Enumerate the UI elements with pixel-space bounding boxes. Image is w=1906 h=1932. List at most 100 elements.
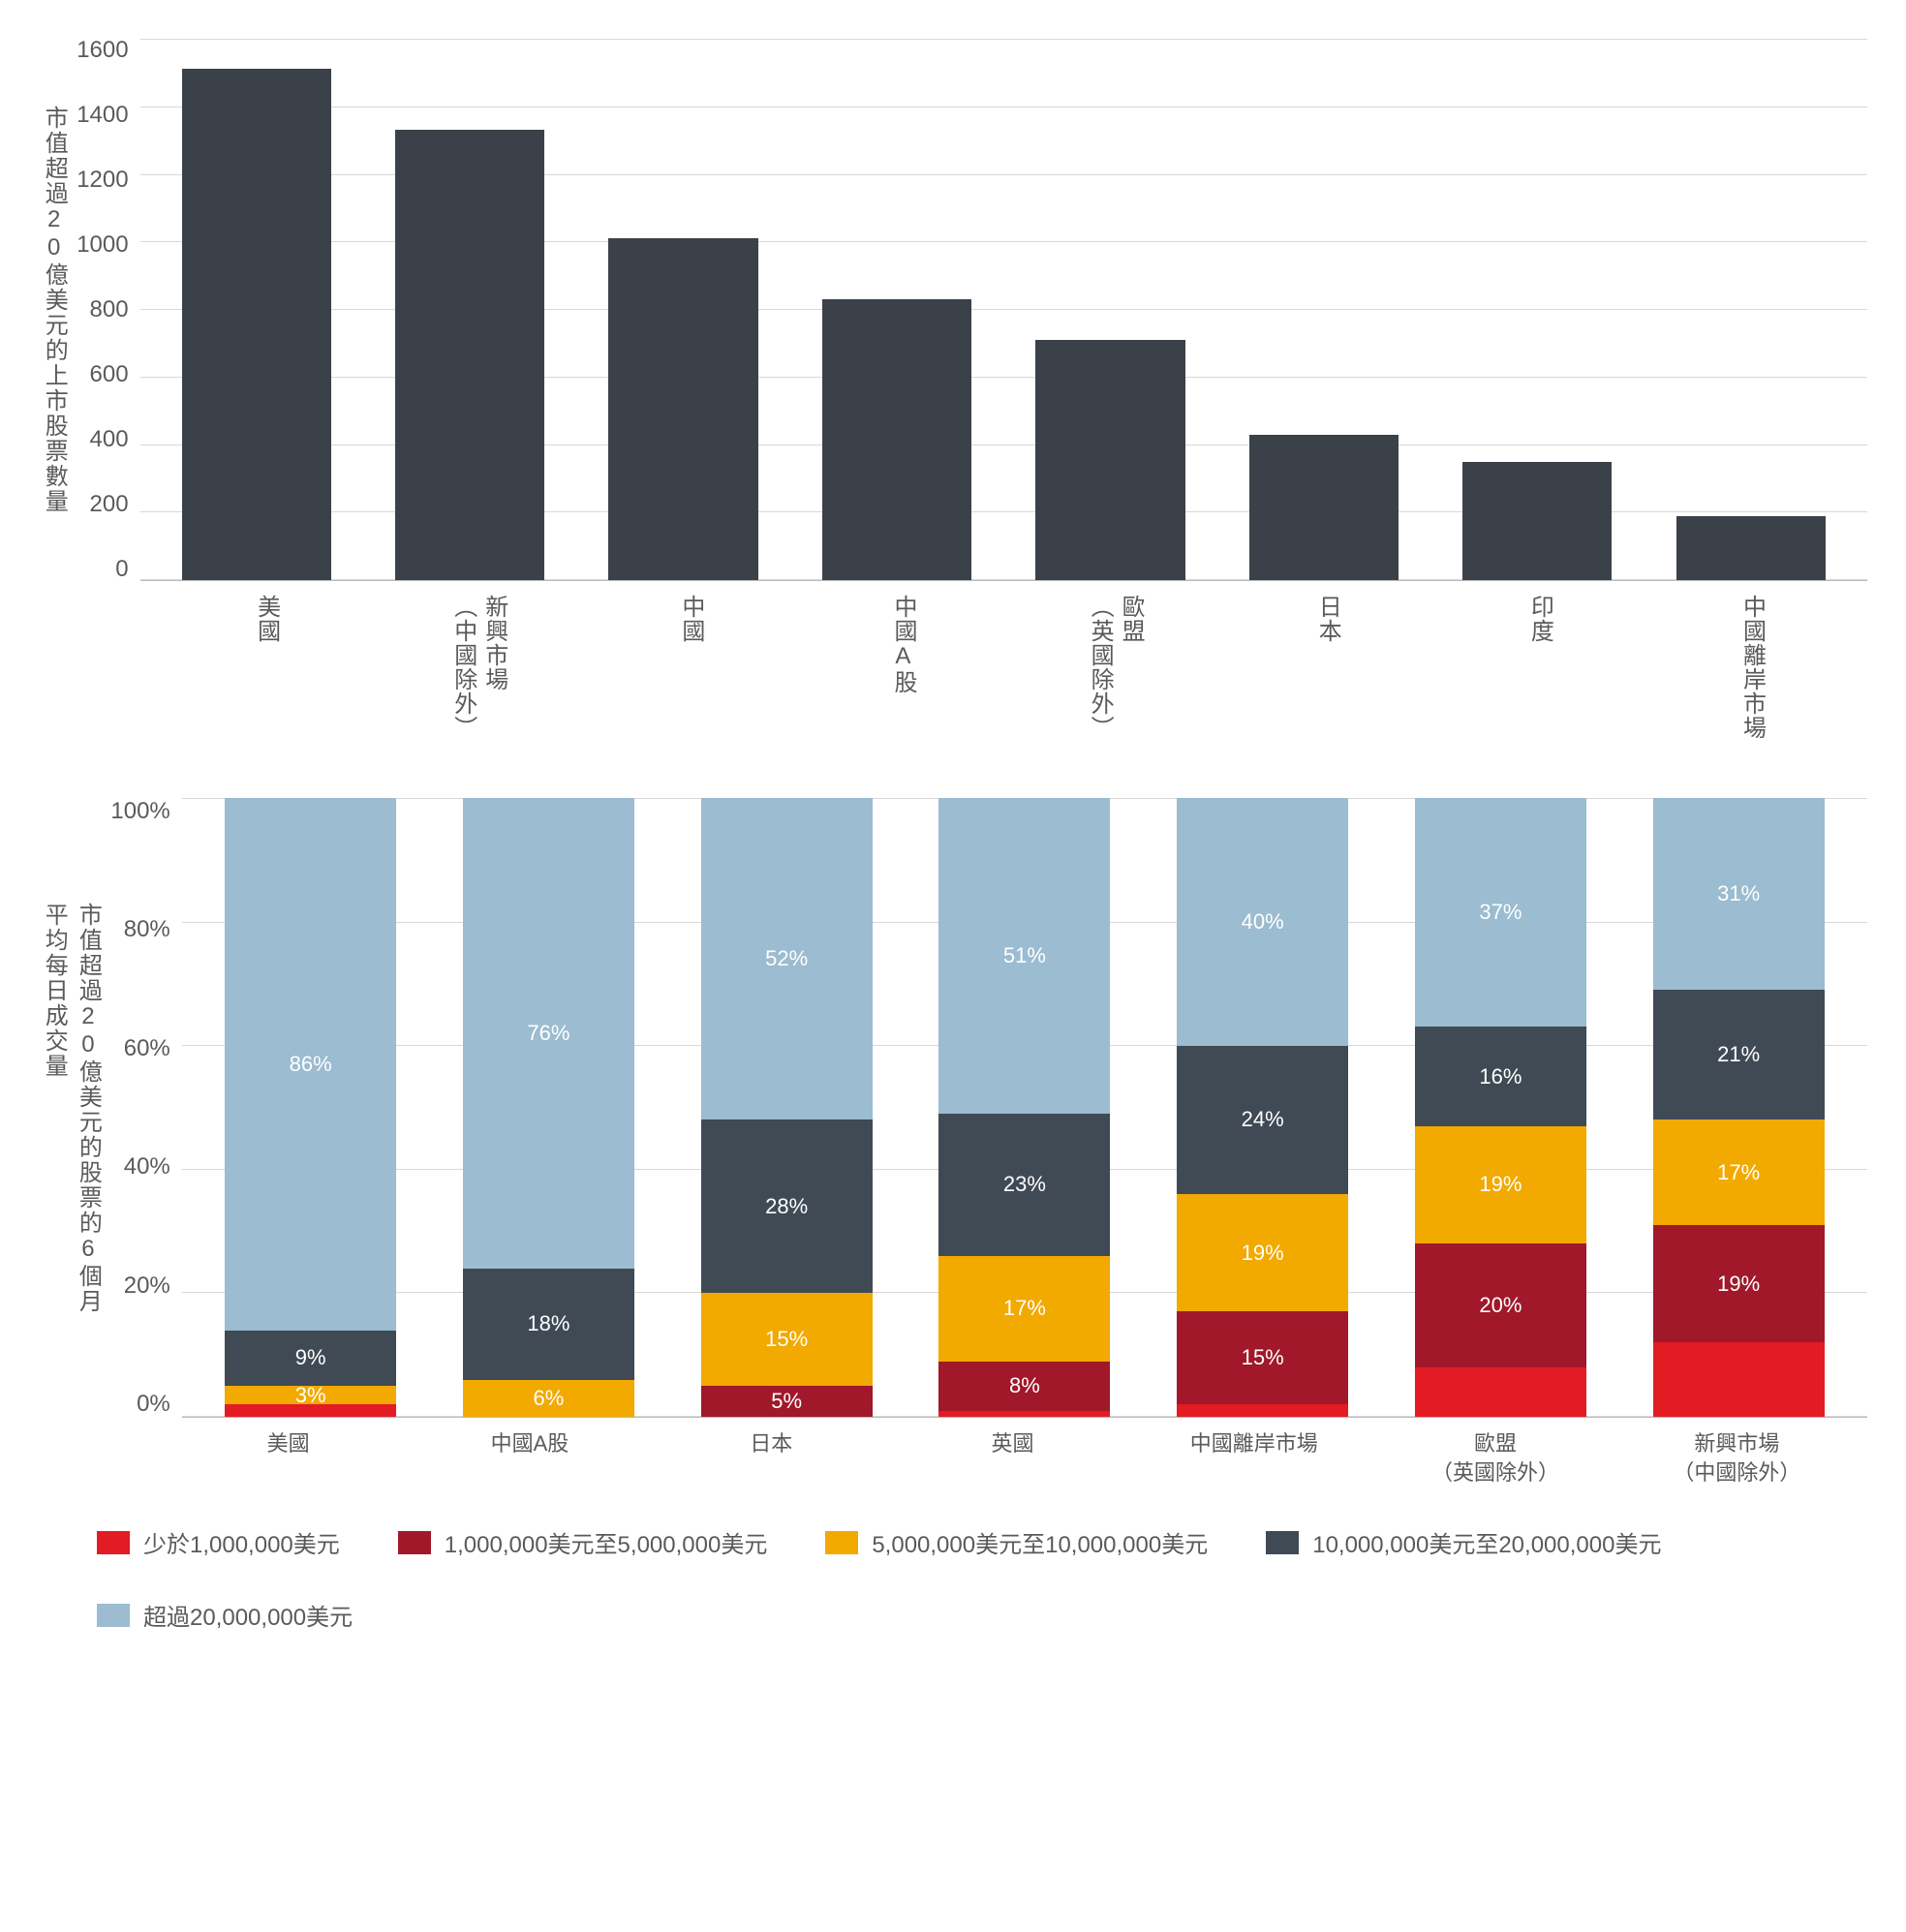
bar-chart-xlabel: 日本: [1221, 581, 1433, 740]
stacked-chart-ytick: 60%: [124, 1035, 170, 1062]
bar-chart-yticks: 16001400120010008006004002000: [77, 39, 139, 581]
stacked-chart-segment-label: 8%: [1009, 1373, 1040, 1398]
stacked-chart-segment: 76%: [463, 798, 634, 1269]
stacked-chart-bar-slot: 19% 17% 21% 31%: [1619, 798, 1858, 1417]
stacked-chart-ytick: 100%: [110, 798, 169, 825]
stacked-chart-segment: 18%: [463, 1269, 634, 1380]
legend-swatch: [1266, 1531, 1299, 1554]
bar-chart-bar: [1249, 435, 1399, 580]
stacked-chart-segment-label: 31%: [1717, 881, 1760, 906]
legend-swatch: [97, 1531, 130, 1554]
bar-chart-area: 市值超過20億美元的上市股票數量 16001400120010008006004…: [39, 39, 1867, 581]
bar-chart-ytick: 800: [90, 298, 129, 322]
stacked-chart-segment-label: 19%: [1717, 1272, 1760, 1297]
stacked-chart-segment: 51%: [938, 798, 1110, 1114]
stacked-chart-bar-slot: 3% 9% 86%: [192, 798, 430, 1417]
bar-chart-ytick: 1600: [77, 39, 128, 62]
stacked-chart-segment: 21%: [1653, 990, 1825, 1119]
bar-chart-xlabel: 中國離岸市場: [1645, 581, 1858, 740]
stacked-chart-segment-label: 19%: [1242, 1241, 1284, 1266]
stacked-chart-xlabel: 英國: [892, 1418, 1133, 1487]
stacked-chart-segment: 3%: [225, 1386, 396, 1404]
stacked-chart-segment: 9%: [225, 1331, 396, 1387]
stacked-chart-stack: 3% 9% 86%: [225, 798, 396, 1417]
stacked-chart-segment: 19%: [1415, 1126, 1586, 1243]
stacked-chart-bar-slot: 6% 18% 76%: [430, 798, 668, 1417]
stacked-chart-stack: 6% 18% 76%: [463, 798, 634, 1417]
stacked-chart-segment-label: 52%: [765, 946, 808, 971]
bar-chart-bar-slot: [1003, 39, 1216, 580]
stacked-chart-segment: 31%: [1653, 798, 1825, 990]
stacked-chart-segment-label: 18%: [527, 1311, 569, 1336]
bar-chart-xlabels-wrap: 美國新興市場（中國除外）中國中國A股歐盟（英國除外）日本印度中國離岸市場: [39, 581, 1867, 740]
stacked-chart-area: 市值超過20億美元的股票的6個月平均每日成交量 100% 80% 60% 40% 20%…: [39, 798, 1867, 1418]
bar-chart-bar: [395, 130, 544, 580]
stacked-chart-segment: [938, 1411, 1110, 1417]
stacked-chart-segment: [1177, 1404, 1348, 1417]
stacked-chart-segment-label: 5%: [771, 1389, 802, 1414]
stacked-chart-segment-label: 76%: [527, 1021, 569, 1046]
stacked-chart-segment: [1653, 1342, 1825, 1417]
stacked-chart-ylabel: 市值超過20億美元的股票的6個月平均每日成交量: [39, 798, 110, 1418]
stacked-chart-stack: 19% 17% 21% 31%: [1653, 798, 1825, 1417]
stacked-chart-segment-label: 16%: [1479, 1064, 1522, 1089]
stacked-chart-segment: 15%: [701, 1293, 873, 1386]
stacked-chart-segment: 24%: [1177, 1046, 1348, 1194]
bar-chart-ylabel: 市值超過20億美元的上市股票數量: [39, 39, 77, 581]
bar-chart-xlabels: 美國新興市場（中國除外）中國中國A股歐盟（英國除外）日本印度中國離岸市場: [150, 581, 1867, 740]
stacked-chart-bar-slot: 5% 15%28% 52%: [667, 798, 906, 1417]
stacked-chart-segment-label: 3%: [295, 1383, 326, 1408]
stacked-chart-plot: 3%9%86%6%18%76%5%15%28%52%8%17%23%51%15%…: [182, 798, 1867, 1418]
stacked-chart-ytick: 40%: [124, 1153, 170, 1181]
stacked-chart-segment: 17%: [938, 1256, 1110, 1362]
legend-swatch: [398, 1531, 431, 1554]
legend-swatch: [825, 1531, 858, 1554]
stacked-chart-xlabel: 日本: [651, 1418, 892, 1487]
bar-chart-bar: [608, 238, 757, 580]
stacked-chart-xlabel: 歐盟（英國除外）: [1374, 1418, 1615, 1487]
stacked-chart-segment: 28%: [701, 1119, 873, 1293]
legend-item: 超過20,000,000美元: [97, 1598, 353, 1632]
bar-chart: 市值超過20億美元的上市股票數量 16001400120010008006004…: [39, 39, 1867, 740]
stacked-chart-segment-label: 37%: [1479, 900, 1522, 925]
stacked-chart-xlabel: 新興市場（中國除外）: [1616, 1418, 1858, 1487]
bar-chart-ytick: 200: [90, 493, 129, 516]
stacked-chart-segment: 86%: [225, 798, 396, 1331]
stacked-chart-xlabel: 中國離岸市場: [1133, 1418, 1374, 1487]
legend-item: 1,000,000美元至5,000,000美元: [398, 1525, 768, 1559]
legend-item: 10,000,000美元至20,000,000美元: [1266, 1525, 1661, 1559]
stacked-chart-segment: 37%: [1415, 798, 1586, 1027]
legend-label: 少於1,000,000美元: [143, 1525, 340, 1559]
stacked-chart: 市值超過20億美元的股票的6個月平均每日成交量 100% 80% 60% 40% 20%…: [39, 798, 1867, 1632]
stacked-chart-ytick: 20%: [124, 1273, 170, 1300]
stacked-chart-segment: 20%: [1415, 1243, 1586, 1367]
stacked-chart-segment: 15%: [1177, 1311, 1348, 1404]
bar-chart-ytick: 1000: [77, 233, 128, 257]
stacked-chart-xlabel: 美國: [168, 1418, 409, 1487]
stacked-chart-segment-label: 21%: [1717, 1042, 1760, 1067]
stacked-chart-segment-label: 6%: [533, 1386, 564, 1411]
stacked-chart-ytick: 0%: [137, 1391, 170, 1418]
stacked-chart-ytick: 80%: [124, 916, 170, 943]
stacked-chart-segment-label: 23%: [1003, 1172, 1046, 1197]
bar-chart-bar: [1462, 462, 1612, 580]
stacked-chart-stack: 20%19% 16% 37%: [1415, 798, 1586, 1417]
legend-label: 5,000,000美元至10,000,000美元: [872, 1525, 1208, 1559]
bar-chart-xlabel-text: 日本: [1312, 595, 1341, 740]
bar-chart-bar: [822, 299, 971, 580]
bar-chart-xlabel-text: 美國: [252, 595, 281, 740]
stacked-chart-segment-label: 24%: [1242, 1107, 1284, 1132]
bar-chart-bar-slot: [363, 39, 576, 580]
bar-chart-ytick: 0: [115, 558, 128, 581]
bar-chart-ytick: 1400: [77, 104, 128, 127]
stacked-chart-segment: 40%: [1177, 798, 1348, 1046]
stacked-chart-yticks: 100% 80% 60% 40% 20% 0%: [110, 798, 181, 1418]
legend-label: 超過20,000,000美元: [143, 1598, 353, 1632]
stacked-chart-segment-label: 17%: [1717, 1160, 1760, 1185]
bar-chart-xlabel: 美國: [160, 581, 372, 740]
stacked-chart-segment-label: 9%: [295, 1345, 326, 1370]
bar-chart-plot: [140, 39, 1867, 581]
bar-chart-xlabel: 歐盟（英國除外）: [1009, 581, 1221, 740]
stacked-chart-segment: 8%: [938, 1362, 1110, 1411]
bar-chart-bar-slot: [1430, 39, 1644, 580]
